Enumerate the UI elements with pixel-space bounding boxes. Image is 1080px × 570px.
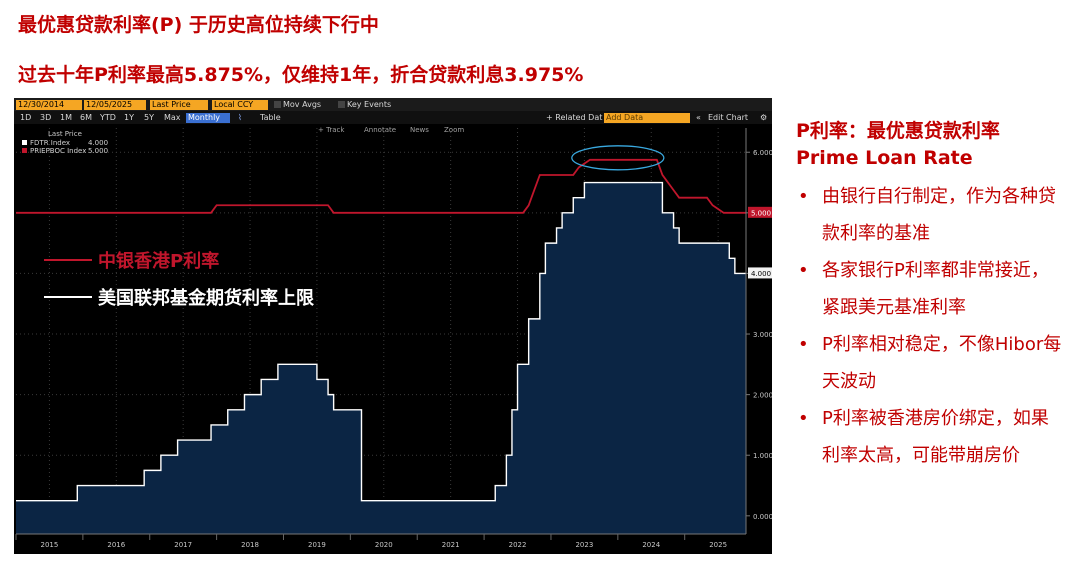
price-field-select[interactable]: Last Price [150, 100, 208, 110]
chart-type-icon[interactable]: ⌇ [238, 113, 242, 122]
sidebar-notes: P利率：最优惠贷款利率 Prime Loan Rate • 由银行自行制定，作为各… [796, 118, 1066, 474]
list-item: • 由银行自行制定，作为各种贷款利率的基准 [796, 178, 1066, 252]
mov-avgs-label: Mov Avgs [283, 100, 322, 109]
bullet-icon: • [798, 408, 809, 429]
y-tick-label: 6.000 [753, 149, 772, 157]
peak-highlight-ellipse [571, 145, 665, 171]
legend-swatch-priepboc [22, 148, 27, 153]
bloomberg-chart-panel: 12/30/2014 12/05/2025 Last Price Local C… [14, 98, 772, 554]
y-tick-label: 2.000 [753, 392, 772, 400]
table-button[interactable]: Table [260, 113, 281, 122]
list-item: • P利率相对稳定，不像Hibor每天波动 [796, 326, 1066, 400]
legend-label-priepboc: PRIEPBOC Index [30, 147, 86, 155]
bullet-text: 由银行自行制定，作为各种贷款利率的基准 [822, 186, 1056, 244]
period-max[interactable]: Max [164, 113, 181, 122]
chart-toolbar-periods: 1D 3D 1M 6M YTD 1Y 5Y Max Monthly ⌇ Tabl… [14, 111, 772, 124]
period-6m[interactable]: 6M [80, 113, 92, 122]
legend-value-fdtr: 4.000 [88, 139, 108, 147]
currency-select[interactable]: Local CCY [212, 100, 268, 110]
p-rate-line [16, 158, 746, 214]
chart-tool-0: + Track [318, 126, 345, 134]
edit-chart-button[interactable]: Edit Chart [708, 113, 749, 122]
related-data-button[interactable]: + Related Dat [546, 113, 603, 122]
x-tick-label: 2020 [375, 541, 393, 549]
start-date-field[interactable]: 12/30/2014 [16, 100, 82, 110]
x-tick-label: 2024 [642, 541, 660, 549]
p-rate-last-value: 5.000 [751, 209, 771, 217]
key-events-toggle[interactable]: Key Events [336, 100, 393, 110]
bullet-list: • 由银行自行制定，作为各种贷款利率的基准 • 各家银行P利率都非常接近，紧跟美元基… [796, 178, 1066, 474]
period-ytd[interactable]: YTD [100, 113, 116, 122]
period-1y[interactable]: 1Y [124, 113, 134, 122]
checkbox-icon [338, 101, 345, 108]
period-1m[interactable]: 1M [60, 113, 72, 122]
bullet-text: P利率相对稳定，不像Hibor每天波动 [822, 334, 1062, 392]
page-subtitle: 过去十年P利率最高5.875%，仅维持1年，折合贷款利息3.975% [18, 64, 584, 86]
chart-tool-1: Annotate [364, 126, 396, 134]
sidebar-subtitle: Prime Loan Rate [796, 147, 973, 169]
chart-toolbar-top: 12/30/2014 12/05/2025 Last Price Local C… [14, 98, 772, 111]
key-events-label: Key Events [347, 100, 392, 109]
collapse-icon[interactable]: « [696, 113, 701, 122]
gear-icon[interactable]: ⚙ [760, 113, 768, 122]
rate-chart: 0.0001.0002.0003.0004.0005.0006.0005.000… [15, 126, 772, 549]
bullet-text: P利率被香港房价绑定，如果利率太高，可能带崩房价 [822, 408, 1049, 466]
chart-tool-2: News [410, 126, 429, 134]
sidebar-title: P利率：最优惠贷款利率 [796, 120, 1000, 142]
y-tick-label: 0.000 [753, 513, 772, 521]
period-3d[interactable]: 3D [40, 113, 52, 122]
x-tick-label: 2017 [174, 541, 192, 549]
legend-value-priepboc: 5.000 [88, 147, 108, 155]
chart-tool-3: Zoom [444, 126, 464, 134]
bullet-icon: • [798, 260, 809, 281]
legend-swatch-fdtr [22, 140, 27, 145]
mov-avgs-toggle[interactable]: Mov Avgs [272, 100, 323, 110]
fed-rate-last-badge [748, 267, 772, 279]
fed-rate-area [16, 182, 746, 534]
bullet-text: 各家银行P利率都非常接近，紧跟美元基准利率 [822, 260, 1049, 318]
fed-rate-last-value: 4.000 [751, 270, 771, 278]
legend-header: Last Price [48, 130, 82, 138]
x-tick-label: 2022 [509, 541, 527, 549]
list-item: • 各家银行P利率都非常接近，紧跟美元基准利率 [796, 252, 1066, 326]
list-item: • P利率被香港房价绑定，如果利率太高，可能带崩房价 [796, 400, 1066, 474]
x-tick-label: 2023 [575, 541, 593, 549]
x-tick-label: 2018 [241, 541, 259, 549]
overlay-legend-p: 中银香港P利率 [98, 250, 219, 272]
y-tick-label: 3.000 [753, 331, 772, 339]
bullet-icon: • [798, 334, 809, 355]
y-tick-label: 1.000 [753, 452, 772, 460]
checkbox-icon [274, 101, 281, 108]
overlay-legend-fed: 美国联邦基金期货利率上限 [98, 287, 315, 309]
legend-label-fdtr: FDTR Index [30, 139, 70, 147]
add-data-input[interactable]: Add Data [604, 113, 690, 123]
x-tick-label: 2015 [41, 541, 59, 549]
period-1d[interactable]: 1D [20, 113, 32, 122]
bullet-icon: • [798, 186, 809, 207]
end-date-field[interactable]: 12/05/2025 [84, 100, 146, 110]
x-tick-label: 2025 [709, 541, 727, 549]
fed-rate-line [16, 181, 746, 502]
x-tick-label: 2019 [308, 541, 326, 549]
x-tick-label: 2016 [107, 541, 125, 549]
p-rate-last-badge [748, 206, 772, 218]
frequency-select[interactable]: Monthly [186, 113, 230, 123]
page-title: 最优惠贷款利率(P) 于历史高位持续下行中 [18, 14, 379, 36]
period-5y[interactable]: 5Y [144, 113, 154, 122]
x-tick-label: 2021 [442, 541, 460, 549]
